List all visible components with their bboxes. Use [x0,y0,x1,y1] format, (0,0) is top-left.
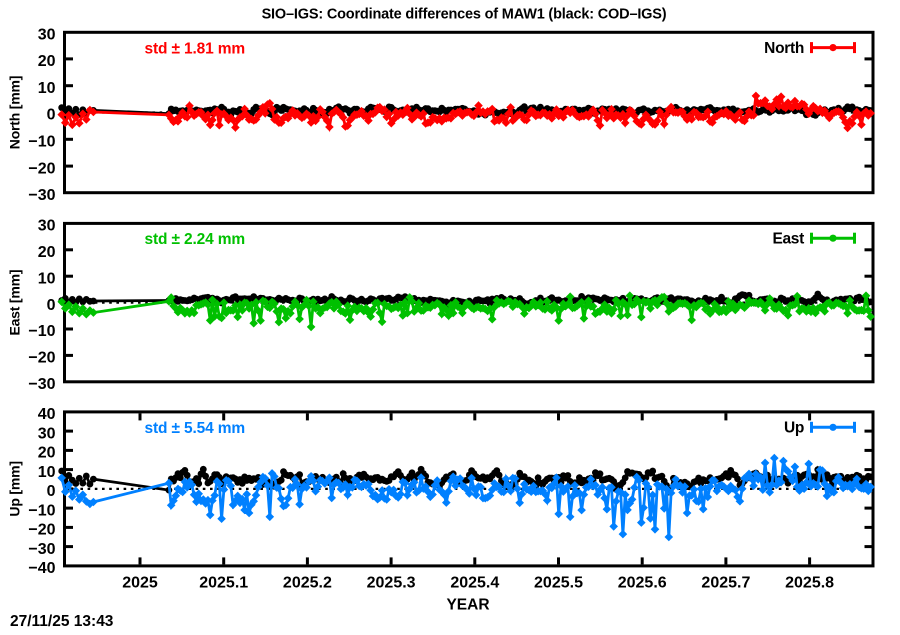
svg-text:−20: −20 [28,350,55,367]
svg-text:2025.2: 2025.2 [283,575,332,592]
svg-text:−30: −30 [28,541,55,558]
svg-text:0: 0 [47,107,56,124]
svg-text:YEAR: YEAR [446,597,489,614]
svg-text:2025.7: 2025.7 [701,575,750,592]
svg-text:10: 10 [38,270,56,287]
svg-text:2025.8: 2025.8 [785,575,834,592]
svg-text:30: 30 [38,26,56,43]
svg-text:2025: 2025 [122,575,158,592]
svg-text:2025.5: 2025.5 [534,575,583,592]
svg-text:−30: −30 [28,376,55,393]
svg-text:North: North [764,40,804,57]
svg-text:30: 30 [38,425,56,442]
svg-text:20: 20 [38,53,56,70]
svg-text:−20: −20 [28,160,55,177]
svg-text:10: 10 [38,80,56,97]
svg-text:20: 20 [38,445,56,462]
svg-text:std ± 1.81 mm: std ± 1.81 mm [145,41,245,58]
svg-text:10: 10 [38,464,56,481]
svg-text:2025.4: 2025.4 [450,575,499,592]
svg-text:−10: −10 [28,502,55,519]
svg-text:2025.1: 2025.1 [199,575,248,592]
svg-text:−10: −10 [28,134,55,151]
svg-text:East [mm]: East [mm] [7,270,23,336]
svg-text:North [mm]: North [mm] [7,76,23,149]
svg-text:−30: −30 [28,187,55,204]
svg-text:std ± 2.24 mm: std ± 2.24 mm [145,231,245,248]
svg-text:SIO–IGS: Coordinate difference: SIO–IGS: Coordinate differences of MAW1 … [262,7,667,23]
svg-text:std ± 5.54 mm: std ± 5.54 mm [145,420,245,437]
svg-text:−20: −20 [28,522,55,539]
svg-text:0: 0 [47,297,56,314]
svg-text:40: 40 [38,406,56,423]
svg-text:20: 20 [38,244,56,261]
svg-text:0: 0 [47,483,56,500]
svg-text:2025.3: 2025.3 [367,575,416,592]
svg-text:Up: Up [784,420,804,437]
svg-text:27/11/25 13:43: 27/11/25 13:43 [10,613,114,630]
svg-text:Up [mm]: Up [mm] [7,461,23,516]
svg-text:East: East [772,231,804,248]
svg-text:−10: −10 [28,323,55,340]
svg-text:2025.6: 2025.6 [618,575,667,592]
svg-text:30: 30 [38,218,56,235]
svg-text:−40: −40 [28,560,55,577]
